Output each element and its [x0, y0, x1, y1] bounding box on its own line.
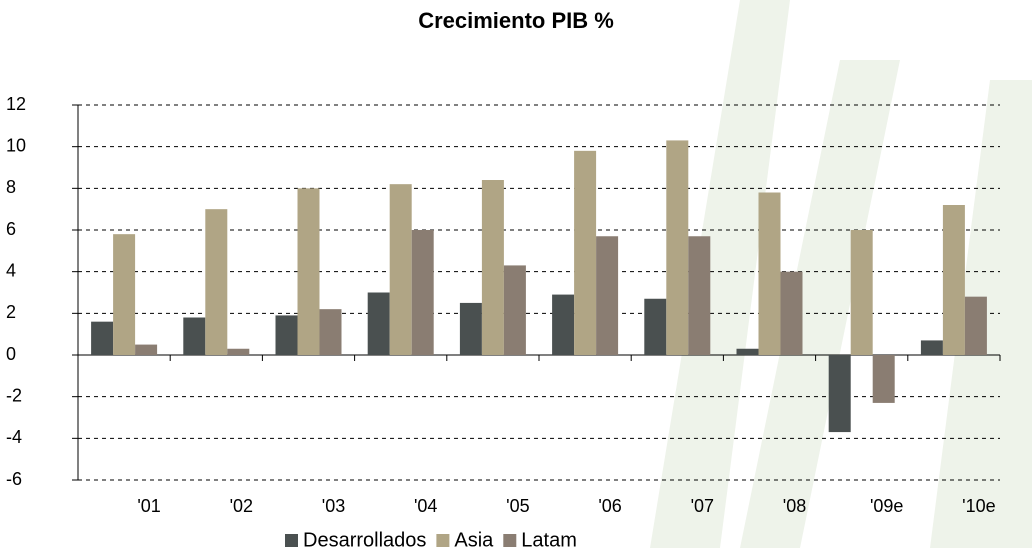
bar [851, 230, 873, 355]
x-tick-label: '10e [962, 496, 995, 516]
bar [688, 236, 710, 355]
y-tick-label: -6 [6, 469, 22, 489]
chart-title: Crecimiento PIB % [418, 8, 614, 33]
x-tick-label: '04 [414, 496, 437, 516]
x-tick-label: '01 [137, 496, 160, 516]
legend-label: Asia [454, 529, 494, 548]
y-tick-label: -2 [6, 385, 22, 405]
bar [596, 236, 618, 355]
bar [298, 188, 320, 355]
bar [737, 349, 759, 355]
x-tick-label: '08 [783, 496, 806, 516]
bar [412, 230, 434, 355]
bar [943, 205, 965, 355]
bar [504, 265, 526, 355]
bar [781, 272, 803, 355]
bar [368, 293, 390, 356]
x-tick-label: '06 [598, 496, 621, 516]
y-tick-label: 6 [6, 219, 16, 239]
legend-swatch [436, 534, 449, 547]
bar [320, 309, 342, 355]
x-tick-label: '03 [322, 496, 345, 516]
x-tick-label: '02 [230, 496, 253, 516]
bar [552, 295, 574, 355]
legend-label: Desarrollados [303, 529, 426, 548]
bar [666, 140, 688, 355]
bar [482, 180, 504, 355]
bar [759, 193, 781, 356]
bar [276, 315, 298, 355]
y-tick-label: 8 [6, 177, 16, 197]
bar [135, 345, 157, 355]
bar [390, 184, 412, 355]
y-tick-label: 4 [6, 260, 16, 280]
y-tick-label: 0 [6, 344, 16, 364]
x-tick-label: '05 [506, 496, 529, 516]
y-tick-label: -4 [6, 427, 22, 447]
bar [113, 234, 135, 355]
legend-label: Latam [521, 529, 577, 548]
x-tick-label: '07 [691, 496, 714, 516]
bar [227, 349, 249, 355]
bar [829, 355, 851, 432]
legend-swatch [503, 534, 516, 547]
y-tick-label: 2 [6, 302, 16, 322]
bar [183, 318, 205, 356]
bar [644, 299, 666, 355]
bar [873, 355, 895, 403]
bar [574, 151, 596, 355]
legend-swatch [285, 534, 298, 547]
y-tick-label: 10 [6, 135, 26, 155]
bar [965, 297, 987, 355]
x-tick-label: '09e [870, 496, 903, 516]
chart: Crecimiento PIB % -6 -4 -2 0 2 4 6 8 10 12 '01 '02 '… [0, 0, 1032, 548]
bar [921, 340, 943, 355]
bar [205, 209, 227, 355]
bar [460, 303, 482, 355]
y-tick-label: 12 [6, 94, 26, 114]
bar [91, 322, 113, 355]
